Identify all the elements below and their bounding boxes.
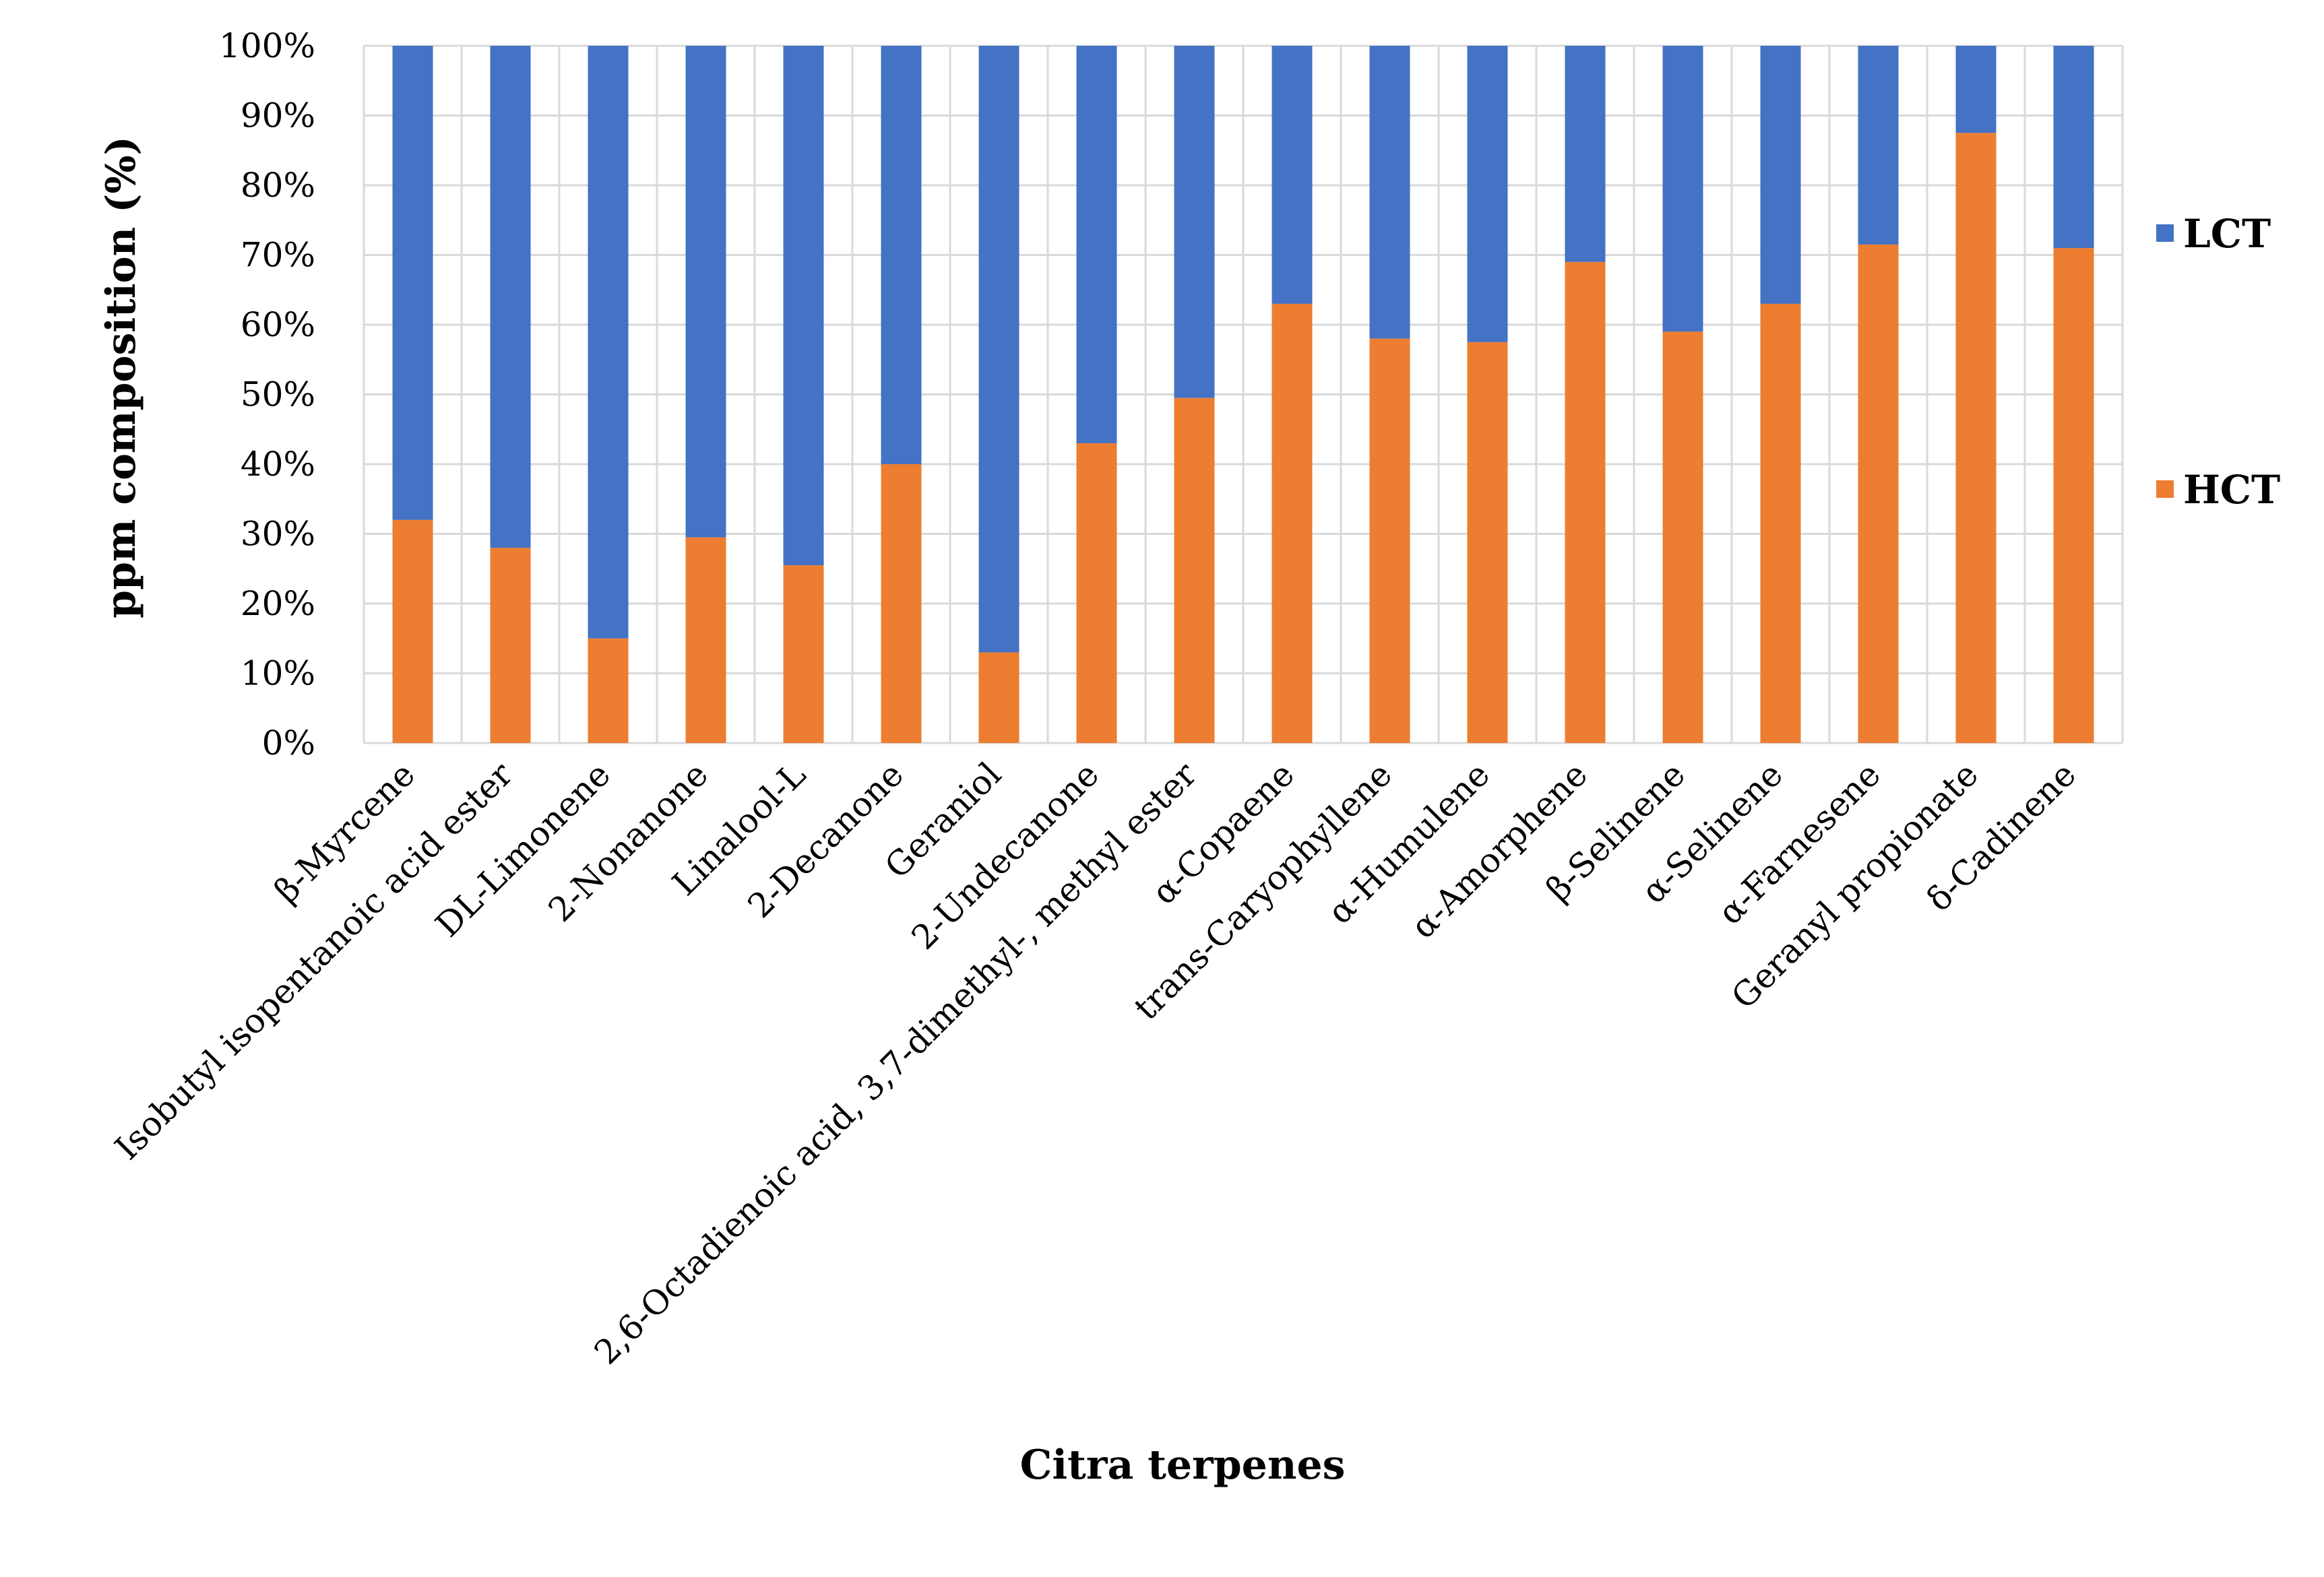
bar-hct — [881, 464, 922, 743]
bar-lct — [392, 46, 433, 520]
y-axis-ticks: 0% 10% 20% 30% 40% 50% 60% 70% 80% 90% 100% — [219, 26, 315, 763]
bar-lct — [978, 46, 1019, 653]
bar-lct — [1174, 46, 1215, 398]
bar-hct — [2053, 248, 2094, 743]
bar-lct — [1467, 46, 1508, 342]
x-category-label: DL-Limonene — [428, 754, 618, 944]
bar-hct — [978, 652, 1019, 743]
bar-hct — [1271, 303, 1313, 743]
bar-hct — [588, 638, 629, 743]
bar-lct — [1662, 46, 1703, 332]
bar-lct — [1076, 46, 1117, 443]
bar-hct — [490, 548, 531, 743]
bar-lct — [1565, 46, 1606, 262]
bar-hct — [1662, 331, 1703, 744]
y-tick-label: 80% — [241, 166, 315, 205]
bar-lct — [1271, 46, 1313, 304]
y-tick-label: 70% — [241, 236, 315, 275]
bar-lct — [1955, 46, 1997, 133]
bar-lct — [1858, 46, 1899, 245]
y-tick-label: 20% — [241, 584, 315, 623]
bar-lct — [881, 46, 922, 464]
bar-lct — [490, 46, 531, 548]
legend-swatch-hct — [2156, 480, 2174, 498]
x-axis-title: Citra terpenes — [1020, 1442, 1346, 1489]
bar-hct — [783, 565, 824, 743]
y-tick-label: 90% — [241, 96, 315, 135]
gridlines — [363, 44, 2124, 744]
bar-hct — [1565, 261, 1606, 744]
bar-hct — [1858, 244, 1899, 744]
bar-lct — [588, 46, 629, 639]
bar-hct — [1955, 133, 1997, 743]
x-category-label: Isobutyl isopentanoic acid ester — [108, 754, 521, 1167]
y-tick-label: 60% — [241, 305, 315, 344]
bar-hct — [392, 519, 433, 743]
y-tick-label: 50% — [241, 375, 315, 414]
y-axis-title: ppm composition (%) — [98, 136, 145, 618]
bar-hct — [1760, 303, 1801, 743]
legend-label-hct: HCT — [2183, 467, 2280, 513]
bar-lct — [2053, 46, 2094, 249]
bars — [392, 46, 2094, 744]
bar-lct — [685, 46, 726, 538]
bar-hct — [685, 537, 726, 743]
y-tick-label: 10% — [241, 654, 315, 693]
y-tick-label: 100% — [219, 26, 315, 65]
bar-hct — [1174, 397, 1215, 743]
bar-lct — [1369, 46, 1410, 339]
legend-label-lct: LCT — [2183, 211, 2271, 257]
bar-hct — [1369, 338, 1410, 743]
y-tick-label: 0% — [262, 723, 315, 763]
y-tick-label: 30% — [241, 515, 315, 554]
x-category-label: α-Amorphene — [1404, 754, 1595, 946]
legend: LCT HCT — [2156, 211, 2280, 513]
bar-lct — [783, 46, 824, 566]
bar-lct — [1760, 46, 1801, 304]
y-tick-label: 40% — [241, 445, 315, 484]
legend-swatch-lct — [2156, 224, 2174, 242]
bar-hct — [1467, 342, 1508, 743]
bar-hct — [1076, 443, 1117, 743]
